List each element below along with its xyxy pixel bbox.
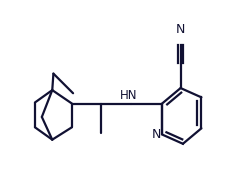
Text: N: N	[152, 128, 161, 141]
Text: HN: HN	[120, 89, 138, 102]
Text: N: N	[176, 23, 185, 36]
